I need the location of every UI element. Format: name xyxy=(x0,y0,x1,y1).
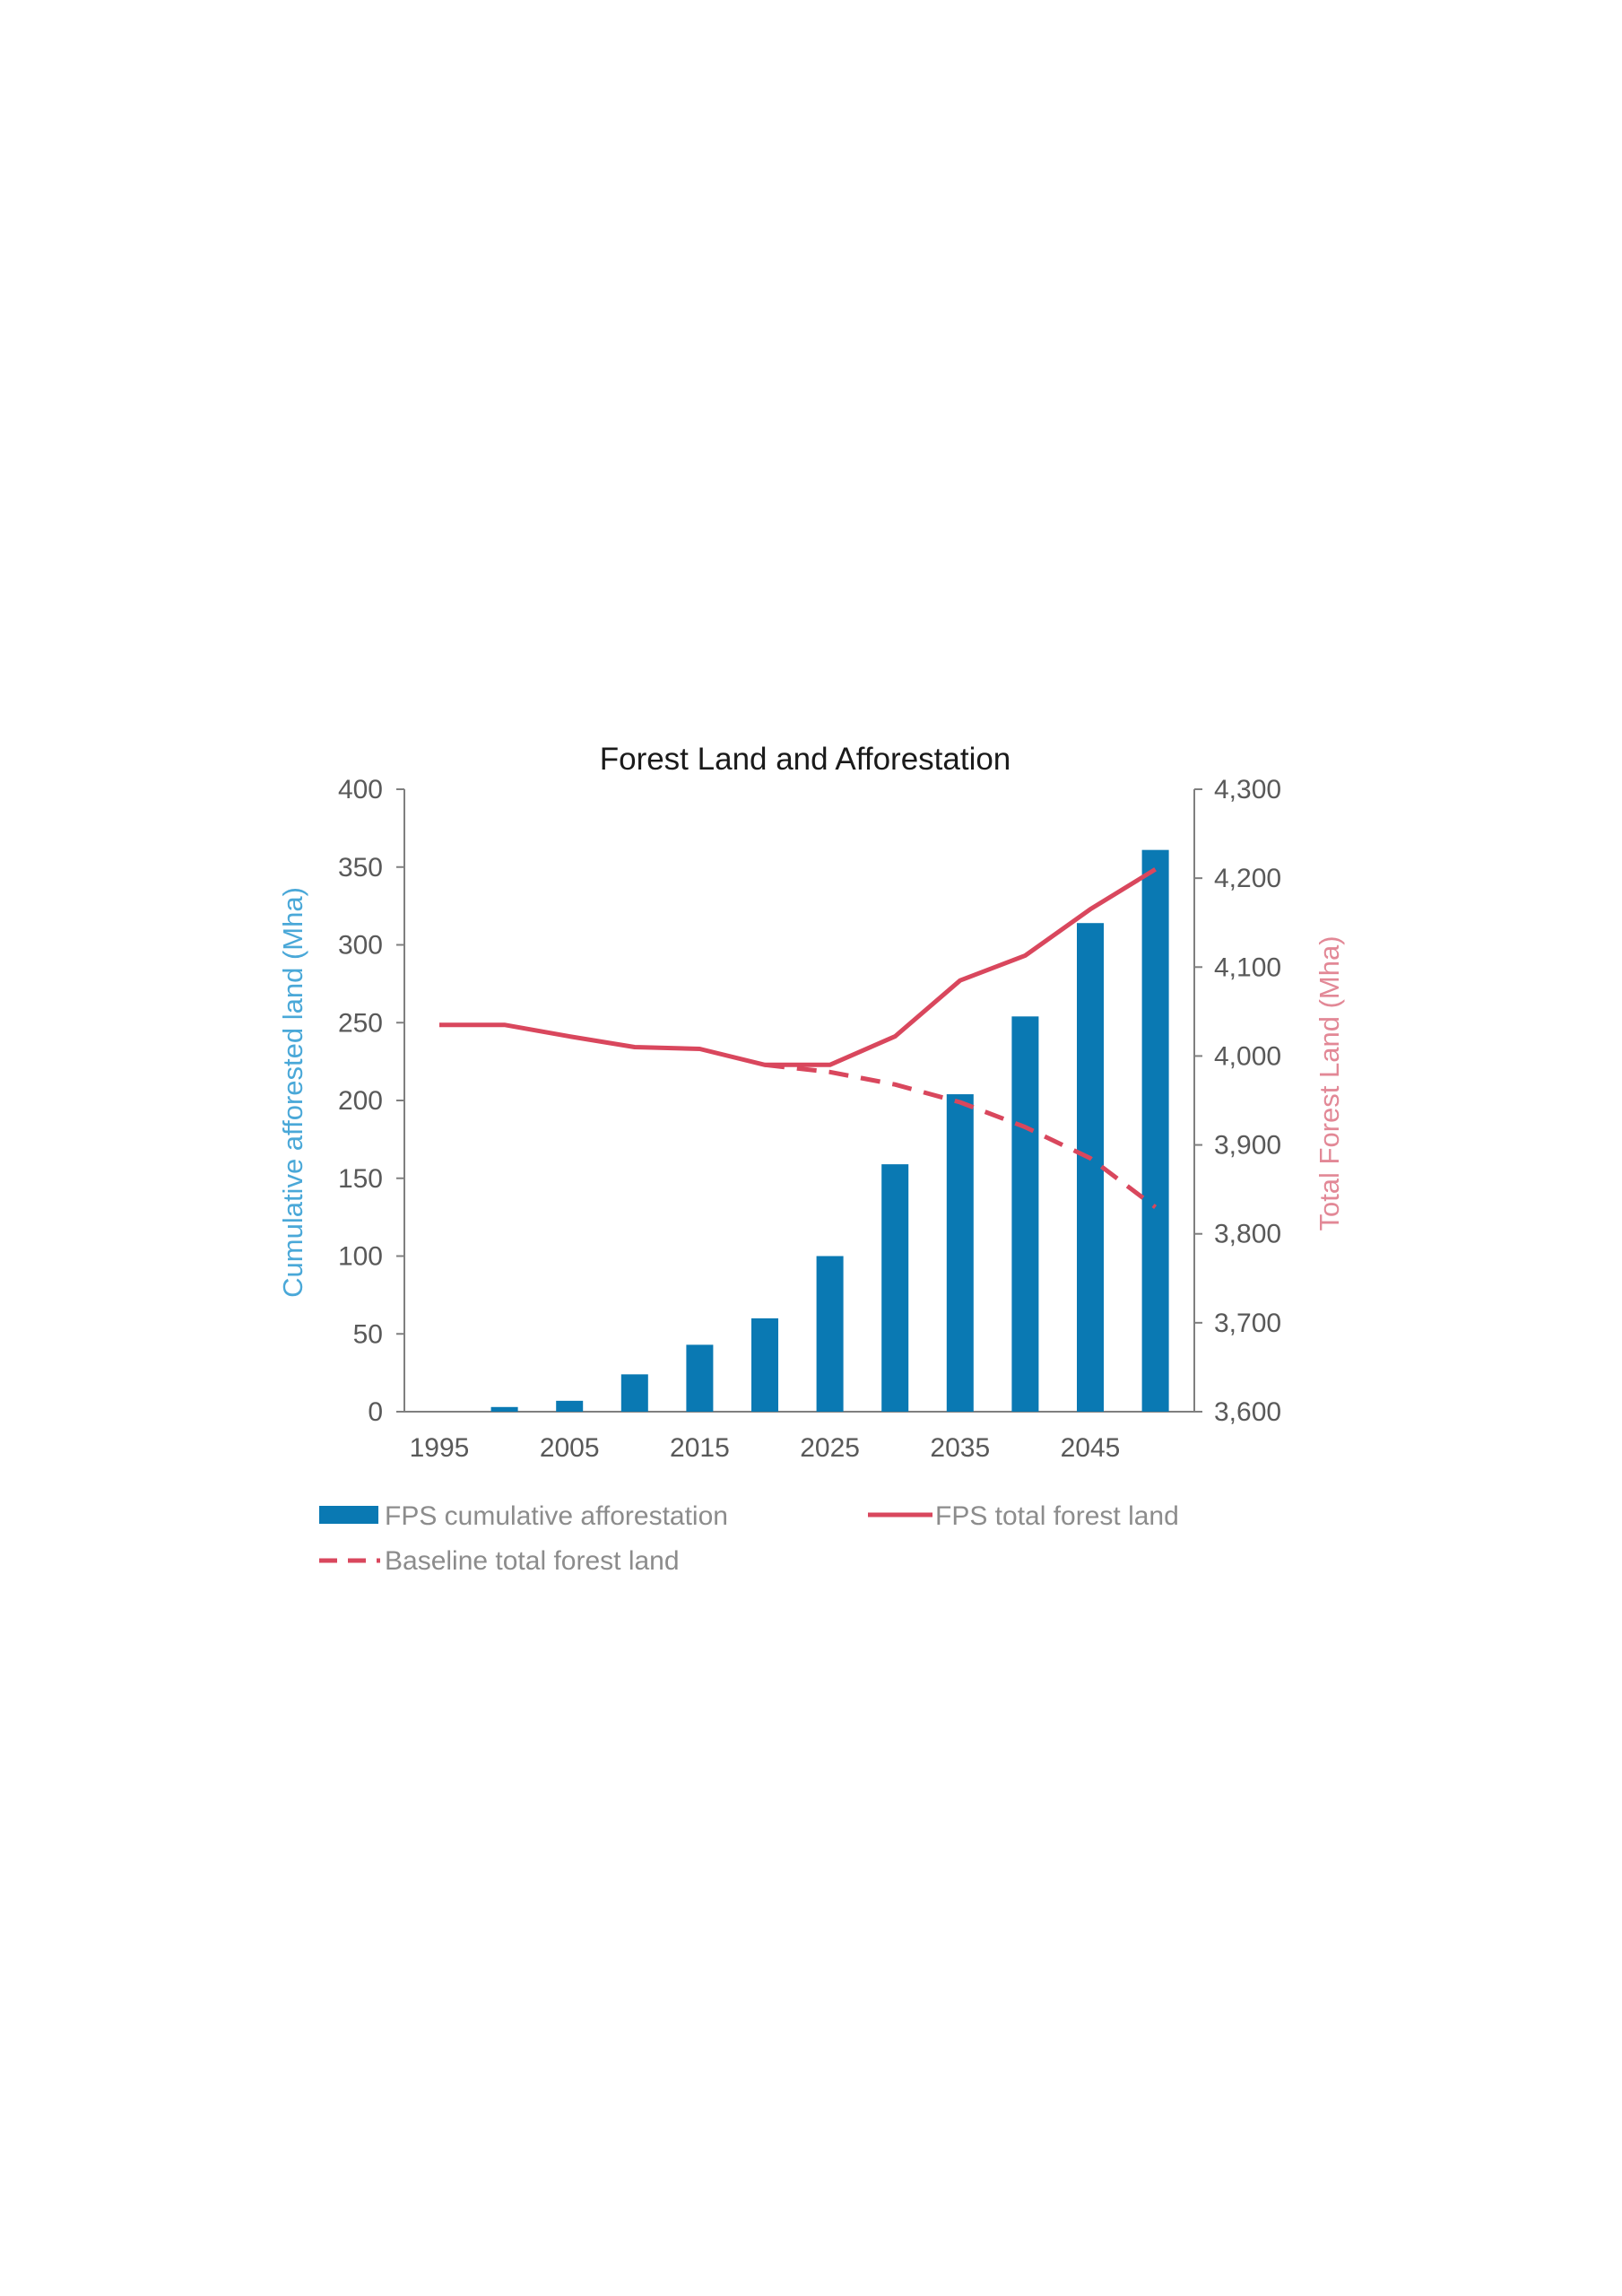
bar-2030 xyxy=(881,1164,909,1412)
x-axis-ticks: 1995 2005 2015 2025 2035 2045 xyxy=(410,1433,1121,1463)
x-tick-label: 2005 xyxy=(540,1433,600,1463)
bar-2045 xyxy=(1077,923,1104,1412)
right-tick-label: 3,600 xyxy=(1214,1397,1281,1427)
bar-2035 xyxy=(946,1094,974,1412)
x-tick-label: 2045 xyxy=(1061,1433,1121,1463)
bar-2000 xyxy=(490,1406,518,1412)
bar-2020 xyxy=(751,1318,778,1412)
left-tick-label: 0 xyxy=(368,1397,383,1427)
left-tick-label: 200 xyxy=(338,1086,383,1116)
fps-forest-line xyxy=(439,867,1157,1067)
x-tick-label: 2035 xyxy=(930,1433,990,1463)
x-tick-label: 2015 xyxy=(670,1433,730,1463)
left-tick-label: 100 xyxy=(338,1242,383,1272)
bar-2015 xyxy=(686,1344,714,1412)
right-tick-label: 4,100 xyxy=(1214,952,1281,982)
legend-label-afforestation: FPS cumulative afforestation xyxy=(385,1501,728,1531)
right-tick-label: 4,200 xyxy=(1214,864,1281,893)
x-tick-label: 1995 xyxy=(410,1433,470,1463)
right-tick-label: 3,800 xyxy=(1214,1220,1281,1249)
right-tick-label: 3,700 xyxy=(1214,1309,1281,1338)
left-axis-ticks: 0 50 100 150 200 250 300 350 400 xyxy=(338,775,404,1427)
right-tick-label: 3,900 xyxy=(1214,1131,1281,1161)
right-tick-label: 4,000 xyxy=(1214,1041,1281,1071)
right-axis-ticks: 3,600 3,700 3,800 3,900 4,000 4,100 4,200 4,300 xyxy=(1194,775,1281,1427)
bar-2010 xyxy=(620,1374,648,1412)
left-tick-label: 400 xyxy=(338,775,383,804)
chart-title: Forest Land and Afforestation xyxy=(600,742,1011,777)
x-tick-label: 2025 xyxy=(800,1433,860,1463)
legend-swatch-bar xyxy=(319,1506,378,1524)
bar-2040 xyxy=(1011,1016,1039,1412)
left-tick-label: 150 xyxy=(338,1164,383,1194)
right-axis-title: Total Forest Land (Mha) xyxy=(1314,935,1345,1231)
baseline-forest-line xyxy=(764,1062,1158,1209)
bar-2025 xyxy=(816,1256,844,1412)
legend: FPS cumulative afforestation FPS total f… xyxy=(319,1501,1179,1576)
left-tick-label: 50 xyxy=(353,1319,383,1349)
legend-label-baseline-forest: Baseline total forest land xyxy=(385,1546,680,1576)
afforestation-bars xyxy=(490,849,1169,1412)
bar-2050 xyxy=(1141,849,1169,1412)
right-tick-label: 4,300 xyxy=(1214,775,1281,804)
left-tick-label: 250 xyxy=(338,1008,383,1038)
bar-2005 xyxy=(556,1400,584,1412)
left-tick-label: 300 xyxy=(338,931,383,961)
legend-label-fps-forest: FPS total forest land xyxy=(935,1501,1179,1531)
left-tick-label: 350 xyxy=(338,853,383,883)
forest-land-lines xyxy=(439,867,1158,1209)
left-axis-title: Cumulative afforested land (Mha) xyxy=(277,887,308,1298)
